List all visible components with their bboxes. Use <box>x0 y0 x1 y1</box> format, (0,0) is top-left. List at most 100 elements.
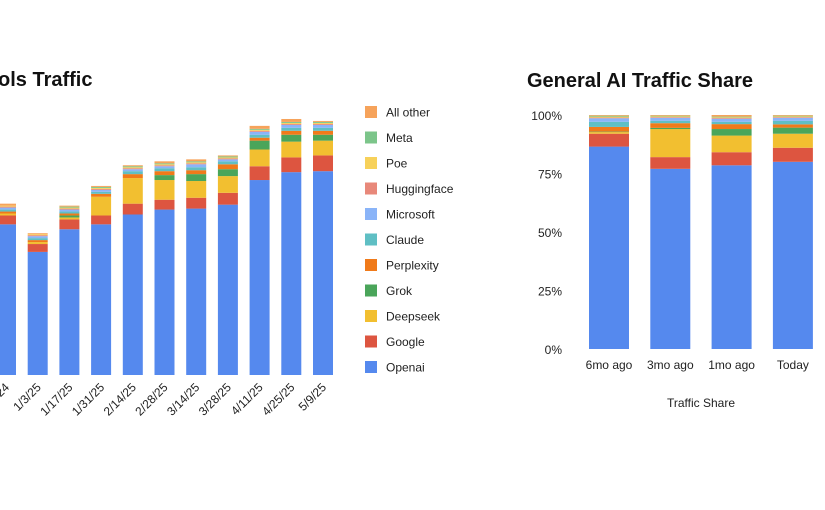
bar-segment-google <box>249 166 270 181</box>
bar-segment-microsoft <box>217 159 238 162</box>
right-chart-title: General AI Traffic Share <box>527 70 753 92</box>
y-tick-label: 50% <box>538 226 562 240</box>
bar-segment-poe <box>217 157 238 159</box>
bar-segment-microsoft <box>154 166 175 169</box>
bar-segment-deepseek <box>91 196 112 216</box>
bar-segment-claude <box>589 121 629 127</box>
bar-segment-microsoft <box>59 209 80 212</box>
bar-segment-microsoft <box>589 118 629 122</box>
bar-segment-meta <box>249 128 270 130</box>
bar-segment-deepseek <box>772 133 813 148</box>
bar-segment-meta <box>650 115 691 117</box>
bar-segment-meta <box>91 186 112 188</box>
bar-segment-openai <box>249 180 270 375</box>
bar-segment-claude <box>122 171 143 175</box>
bar-segment-google <box>772 147 813 162</box>
bar-segment-microsoft <box>91 189 112 192</box>
bar-segment-poe <box>154 164 175 166</box>
legend-swatch <box>365 106 377 118</box>
bar-segment-deepseek <box>0 213 16 216</box>
bar-segment-openai <box>91 224 112 375</box>
bar-segment-google <box>313 155 333 172</box>
legend-swatch <box>365 310 377 322</box>
bar-segment-meta <box>281 121 302 123</box>
bar-segment-huggingface <box>91 188 112 190</box>
bar-segment-all-other <box>711 115 752 117</box>
bar-segment-perplexity <box>313 130 333 135</box>
bar-segment-huggingface <box>0 206 16 208</box>
bar-segment-all-other <box>186 159 207 162</box>
bar-segment-openai <box>589 146 629 349</box>
bar-segment-huggingface <box>27 235 48 237</box>
bar-segment-all-other <box>91 185 112 187</box>
bar-segment-claude <box>711 121 752 125</box>
bar-segment-google <box>122 203 143 215</box>
bar-segment-grok <box>281 134 302 142</box>
x-tick-label: 6mo ago <box>586 358 633 372</box>
bar-segment-claude <box>59 211 80 214</box>
bar-segment-perplexity <box>122 174 143 179</box>
bar-segment-deepseek <box>59 217 80 220</box>
bar-segment-perplexity <box>154 171 175 176</box>
legend-label: Claude <box>386 233 424 247</box>
bar-segment-claude <box>0 209 16 212</box>
bar-segment-deepseek <box>186 181 207 198</box>
bar-segment-grok <box>59 215 80 218</box>
legend-label: Deepseek <box>386 310 441 324</box>
bar-segment-google <box>711 152 752 166</box>
bar-segment-claude <box>91 191 112 194</box>
bar-segment-google <box>186 197 207 209</box>
legend-label: Grok <box>386 284 413 298</box>
bar-segment-perplexity <box>711 124 752 130</box>
bar-segment-openai <box>27 251 48 375</box>
legend-swatch <box>365 182 377 195</box>
bar-segment-google <box>0 215 16 225</box>
bar-segment-all-other <box>59 205 80 207</box>
bar-segment-openai <box>0 224 16 375</box>
bar-segment-all-other <box>249 125 270 129</box>
bar-segment-perplexity <box>91 193 112 197</box>
y-tick-label: 75% <box>538 168 562 182</box>
y-tick-label: 100% <box>531 109 562 123</box>
bar-segment-claude <box>27 238 48 241</box>
bar-segment-claude <box>772 120 813 125</box>
bar-segment-perplexity <box>281 130 302 135</box>
bar-segment-poe <box>249 129 270 131</box>
bar-segment-meta <box>59 206 80 208</box>
bar-segment-google <box>91 215 112 225</box>
bar-segment-openai <box>711 165 752 349</box>
bar-segment-openai <box>186 208 207 375</box>
bar-segment-google <box>154 199 175 210</box>
bar-segment-poe <box>0 205 16 207</box>
bar-segment-all-other <box>27 233 48 235</box>
legend-label: Meta <box>386 131 413 145</box>
bar-segment-deepseek <box>122 178 143 204</box>
bar-segment-poe <box>281 122 302 124</box>
bar-segment-all-other <box>217 155 238 157</box>
bar-segment-microsoft <box>122 169 143 172</box>
bar-segment-perplexity <box>589 126 629 132</box>
bar-segment-openai <box>313 171 333 375</box>
x-tick-label: 3/14/25 <box>164 380 202 418</box>
legend-swatch <box>365 335 377 348</box>
bar-segment-meta <box>772 115 813 117</box>
bar-segment-google <box>59 219 80 230</box>
legend-swatch <box>365 208 377 220</box>
bar-segment-all-other <box>281 118 302 122</box>
bar-segment-perplexity <box>650 123 691 128</box>
bar-segment-grok <box>650 127 691 130</box>
bar-segment-openai <box>650 168 691 349</box>
bar-segment-perplexity <box>217 164 238 170</box>
bar-segment-huggingface <box>59 208 80 210</box>
bar-segment-meta <box>186 161 207 163</box>
bar-segment-all-other <box>772 115 813 116</box>
bar-segment-poe <box>650 116 691 118</box>
bar-segment-huggingface <box>711 118 752 119</box>
bar-segment-perplexity <box>27 240 48 243</box>
bar-segment-microsoft <box>186 164 207 168</box>
left-chart-title: ols Traffic <box>0 69 92 91</box>
x-tick-label: 5/9/25 <box>296 380 330 414</box>
bar-segment-poe <box>122 167 143 169</box>
bar-segment-grok <box>217 169 238 177</box>
bar-segment-claude <box>650 120 691 124</box>
